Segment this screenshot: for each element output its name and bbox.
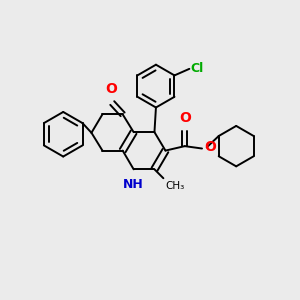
Text: O: O bbox=[204, 140, 216, 154]
Text: Cl: Cl bbox=[191, 62, 204, 75]
Text: NH: NH bbox=[123, 178, 143, 191]
Text: O: O bbox=[105, 82, 117, 96]
Text: CH₃: CH₃ bbox=[166, 181, 185, 190]
Text: O: O bbox=[179, 111, 191, 125]
